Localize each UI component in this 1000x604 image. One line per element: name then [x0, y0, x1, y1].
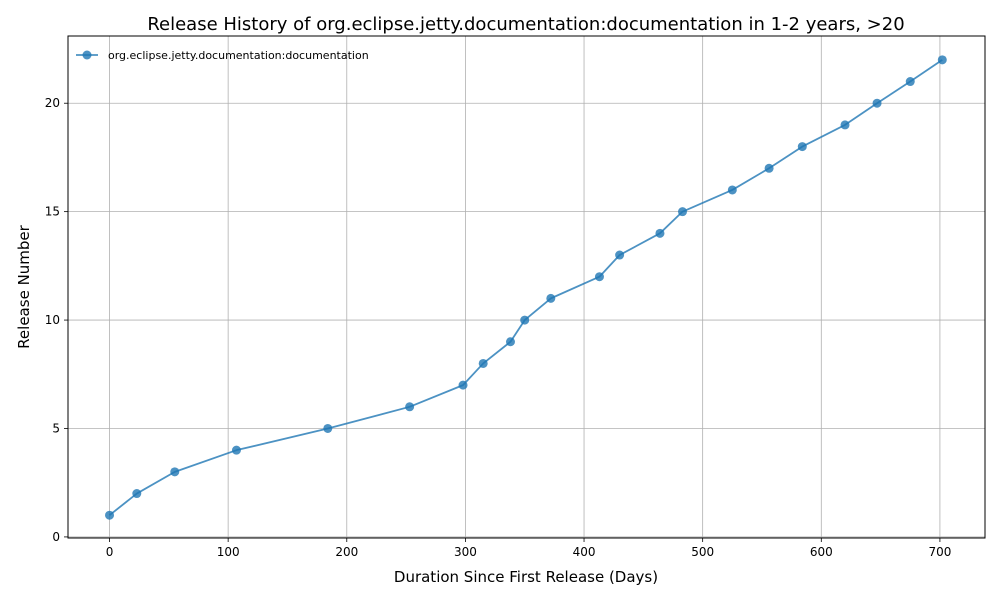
x-tick-label: 0 [106, 545, 114, 559]
y-tick-label: 5 [52, 421, 60, 435]
data-point [797, 142, 807, 152]
x-tick-label: 500 [691, 545, 714, 559]
data-point [231, 445, 241, 455]
x-tick-label: 600 [810, 545, 833, 559]
legend-label: org.eclipse.jetty.documentation:document… [108, 49, 369, 62]
x-tick-label: 400 [573, 545, 596, 559]
data-point [478, 358, 488, 368]
tick-layer: 0 100 200 300 400 500 600 700 0 5 10 15 20 [45, 96, 952, 559]
data-point [727, 185, 737, 195]
data-point [520, 315, 530, 325]
chart-title: Release History of org.eclipse.jetty.doc… [147, 14, 904, 35]
data-point [872, 98, 882, 108]
x-axis-title: Duration Since First Release (Days) [394, 568, 658, 586]
grid-layer [68, 36, 985, 538]
data-point [764, 163, 774, 173]
y-axis-title: Release Number [15, 224, 33, 348]
data-point [546, 293, 556, 303]
x-tick-label: 200 [335, 545, 358, 559]
x-tick-label: 100 [217, 545, 240, 559]
y-tick-label: 15 [45, 205, 60, 219]
data-point [458, 380, 468, 390]
data-point [905, 77, 915, 87]
y-tick-label: 10 [45, 313, 60, 327]
data-point [615, 250, 625, 260]
data-point [105, 510, 115, 520]
plot-frame [67, 35, 986, 539]
data-point [405, 402, 415, 412]
y-tick-label: 20 [45, 96, 60, 110]
legend-marker-swatch [82, 50, 92, 60]
data-point [170, 467, 180, 477]
series-layer [105, 55, 947, 520]
x-tick-label: 700 [928, 545, 951, 559]
data-point [840, 120, 850, 130]
data-point [505, 337, 515, 347]
data-point [323, 423, 333, 433]
series-line [108, 59, 943, 516]
x-tick-label: 300 [454, 545, 477, 559]
y-tick-label: 0 [52, 530, 60, 544]
data-point [678, 207, 687, 217]
data-point [655, 228, 665, 238]
data-point [132, 489, 142, 499]
data-point [594, 272, 604, 282]
legend: org.eclipse.jetty.documentation:document… [76, 49, 369, 62]
data-point [937, 55, 947, 65]
